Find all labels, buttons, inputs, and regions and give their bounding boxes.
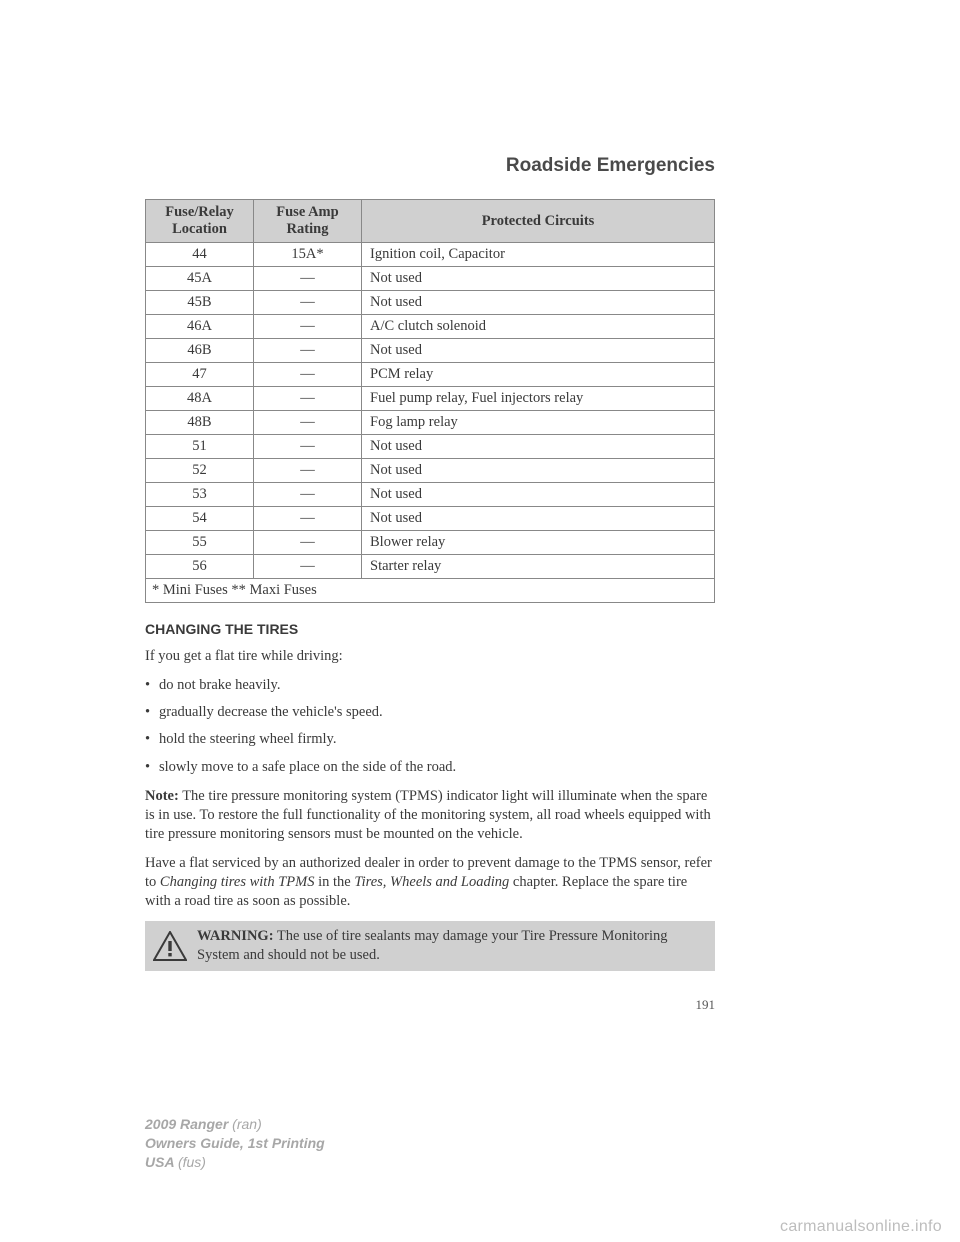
warning-triangle-icon	[153, 931, 187, 961]
table-row: 46B—Not used	[146, 339, 715, 363]
manual-page: Roadside Emergencies Fuse/RelayLocation …	[145, 155, 715, 1013]
table-row: 45B—Not used	[146, 291, 715, 315]
footer: 2009 Ranger (ran) Owners Guide, 1st Prin…	[145, 1115, 325, 1172]
bullet-list: do not brake heavily. gradually decrease…	[145, 676, 715, 777]
warning-box: WARNING: The use of tire sealants may da…	[145, 921, 715, 971]
table-row: 54—Not used	[146, 507, 715, 531]
th-circuits: Protected Circuits	[362, 200, 715, 243]
table-row: 46A—A/C clutch solenoid	[146, 315, 715, 339]
service-paragraph: Have a flat serviced by an authorized de…	[145, 854, 715, 911]
section-title: Roadside Emergencies	[145, 155, 715, 177]
table-row: 4415A*Ignition coil, Capacitor	[146, 243, 715, 267]
note-body: The tire pressure monitoring system (TPM…	[145, 788, 711, 842]
page-number: 191	[145, 997, 715, 1013]
table-row: 47—PCM relay	[146, 363, 715, 387]
table-row: 56—Starter relay	[146, 555, 715, 579]
th-amp: Fuse AmpRating	[254, 200, 362, 243]
table-row: 55—Blower relay	[146, 531, 715, 555]
intro-text: If you get a flat tire while driving:	[145, 647, 715, 666]
fuse-table: Fuse/RelayLocation Fuse AmpRating Protec…	[145, 199, 715, 603]
table-row: 45A—Not used	[146, 267, 715, 291]
list-item: slowly move to a safe place on the side …	[145, 758, 715, 777]
list-item: gradually decrease the vehicle's speed.	[145, 703, 715, 722]
warning-text: WARNING: The use of tire sealants may da…	[197, 927, 707, 965]
note-label: Note:	[145, 788, 179, 804]
table-row: 51—Not used	[146, 435, 715, 459]
list-item: do not brake heavily.	[145, 676, 715, 695]
th-location: Fuse/RelayLocation	[146, 200, 254, 243]
list-item: hold the steering wheel firmly.	[145, 730, 715, 749]
watermark: carmanualsonline.info	[780, 1218, 942, 1236]
warning-label: WARNING:	[197, 928, 274, 944]
table-row: 53—Not used	[146, 483, 715, 507]
table-row: 48B—Fog lamp relay	[146, 411, 715, 435]
table-header-row: Fuse/RelayLocation Fuse AmpRating Protec…	[146, 200, 715, 243]
table-footnote-row: * Mini Fuses ** Maxi Fuses	[146, 579, 715, 603]
table-row: 52—Not used	[146, 459, 715, 483]
note-paragraph: Note: The tire pressure monitoring syste…	[145, 787, 715, 844]
table-row: 48A—Fuel pump relay, Fuel injectors rela…	[146, 387, 715, 411]
heading-changing-tires: CHANGING THE TIRES	[145, 621, 715, 637]
